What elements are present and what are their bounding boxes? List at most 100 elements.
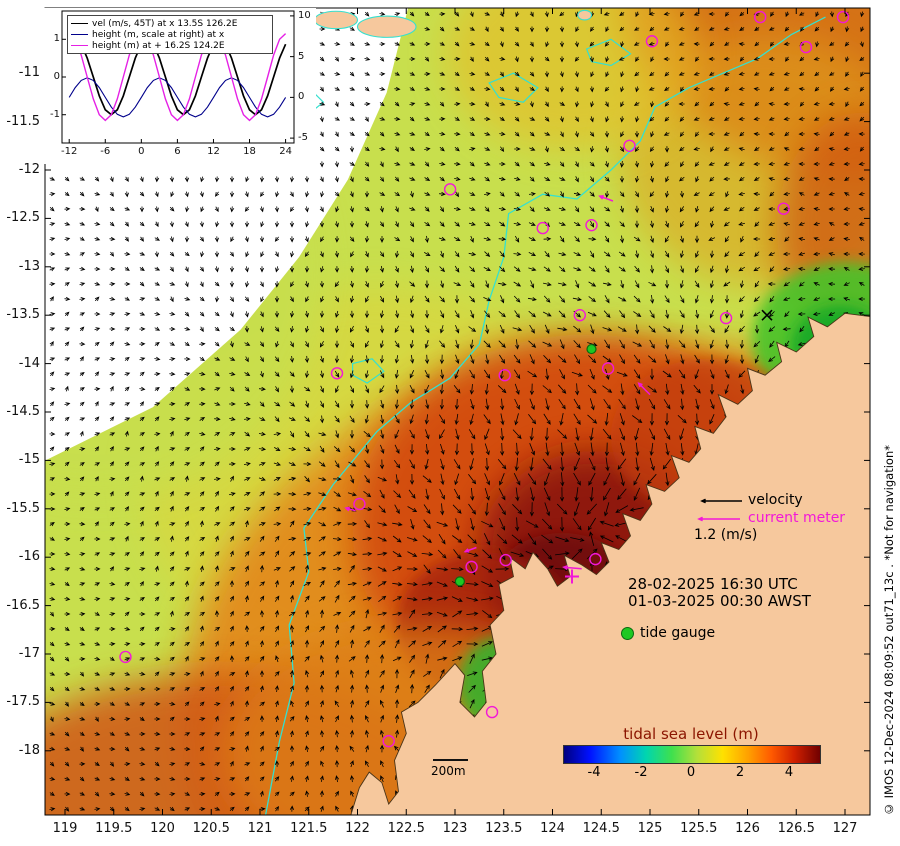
x-axis-tick-label: 124 bbox=[540, 821, 565, 836]
inset-tick-label: 0 bbox=[138, 146, 145, 157]
current-meter-marker bbox=[485, 705, 499, 719]
x-axis-tick-label: 121 bbox=[247, 821, 273, 836]
x-axis-tick-label: 122.5 bbox=[387, 821, 425, 836]
inset-legend-entry: vel (m/s, 45T) at x 13.5S 126.2E bbox=[71, 18, 269, 29]
tide-gauge-label: tide gauge bbox=[640, 625, 716, 641]
legend-arrows bbox=[697, 498, 742, 522]
inset-series-line bbox=[68, 77, 287, 118]
inset-tick-label: 1 bbox=[53, 33, 60, 45]
series-line-swatch bbox=[71, 23, 88, 24]
inset-legend-entry: height (m, scale at right) at x bbox=[71, 29, 269, 40]
x-axis-tick-label: 122 bbox=[345, 821, 370, 836]
series-line-swatch bbox=[71, 45, 88, 46]
colorbar-tick-label: 4 bbox=[784, 765, 794, 780]
current-meter-marker bbox=[330, 367, 344, 380]
current-meter-marker bbox=[119, 650, 132, 664]
depth-contour-legend-line bbox=[433, 759, 468, 761]
y-axis-tick-label: -14 bbox=[18, 355, 40, 371]
tide-gauge-dot bbox=[621, 627, 634, 640]
datetime-utc: 28-02-2025 16:30 UTC bbox=[628, 575, 798, 593]
inset-tick-label: 6 bbox=[174, 146, 181, 157]
x-axis-tick-label: 127 bbox=[832, 821, 858, 836]
inset-tick-label: -6 bbox=[100, 146, 111, 157]
velocity-legend-label: velocity bbox=[748, 492, 803, 508]
current-meter-marker bbox=[601, 362, 615, 375]
colorbar-tick-label: 0 bbox=[686, 765, 696, 780]
x-axis-tick-label: 119 bbox=[52, 821, 78, 836]
inset-tick-label: -5 bbox=[298, 132, 308, 144]
island bbox=[356, 15, 417, 38]
inset-tick-label: 10 bbox=[298, 9, 311, 21]
inset-tick-label: -1 bbox=[50, 108, 60, 120]
x-axis-tick-label: 123.5 bbox=[485, 821, 523, 836]
y-axis-tick-label: -13.5 bbox=[6, 307, 40, 323]
y-axis-tick-label: -15.5 bbox=[6, 500, 40, 516]
x-series-marker bbox=[761, 309, 773, 321]
y-axis-tick-label: -12 bbox=[18, 162, 40, 177]
colorbar-tick-label: -2 bbox=[634, 765, 648, 780]
inset-chart: vel (m/s, 45T) at x 13.5S 126.2E height … bbox=[40, 8, 316, 164]
y-axis-tick-label: -16 bbox=[18, 549, 40, 565]
x-axis-tick-label: 121.5 bbox=[290, 821, 328, 836]
current-meter-marker bbox=[777, 202, 790, 215]
x-axis-tick-label: 126.5 bbox=[777, 821, 815, 836]
current-meter-marker bbox=[645, 35, 659, 48]
x-axis-tick-label: 120.5 bbox=[192, 821, 230, 836]
y-axis-tick-label: -16.5 bbox=[6, 597, 40, 613]
series-line-swatch bbox=[71, 34, 88, 35]
inset-tick-label: 5 bbox=[298, 50, 305, 62]
inset-legend-label: vel (m/s, 45T) at x 13.5S 126.2E bbox=[92, 18, 238, 29]
x-axis-tick-label: 120 bbox=[150, 821, 175, 836]
inset-legend: vel (m/s, 45T) at x 13.5S 126.2E height … bbox=[67, 15, 273, 54]
current-meter-marker bbox=[382, 734, 395, 748]
y-axis-tick-label: -17.5 bbox=[6, 694, 40, 710]
y-axis-tick-label: -15 bbox=[18, 452, 40, 468]
plus-series-marker bbox=[565, 569, 579, 584]
x-axis-tick-label: 125.5 bbox=[680, 821, 718, 836]
current-meter-marker bbox=[499, 553, 512, 567]
inset-tick-label: 12 bbox=[207, 146, 220, 157]
current-meter-marker bbox=[719, 311, 733, 325]
depth-contour-legend-label: 200m bbox=[431, 764, 466, 778]
speed-reference-label: 1.2 (m/s) bbox=[694, 527, 758, 543]
inset-tick-label: 24 bbox=[279, 146, 292, 157]
current-meter-marker bbox=[585, 218, 598, 232]
current-meter-legend-label: current meter bbox=[748, 510, 846, 526]
y-axis-tick-label: -11 bbox=[18, 65, 40, 81]
x-axis-tick-label: 126 bbox=[735, 821, 760, 836]
colorbar bbox=[563, 745, 821, 764]
datetime-awst: 01-03-2025 00:30 AWST bbox=[628, 592, 811, 610]
y-axis-tick-label: -17 bbox=[18, 646, 40, 661]
current-meter-marker bbox=[465, 560, 478, 574]
inset-tick-label: -12 bbox=[61, 146, 78, 157]
y-axis-tick-label: -11.5 bbox=[6, 113, 40, 129]
current-meter-marker bbox=[623, 139, 636, 153]
x-axis-tick-label: 125 bbox=[637, 821, 663, 836]
station-markers bbox=[119, 10, 850, 748]
inset-tick-label: 0 bbox=[53, 71, 60, 82]
watermark-text: © IMOS 12-Dec-2024 08:09:52 out71_13c . … bbox=[882, 444, 896, 816]
current-meter-marker bbox=[443, 183, 457, 196]
inset-series-line bbox=[68, 32, 287, 122]
land-mass bbox=[350, 312, 870, 815]
current-meter-marker bbox=[753, 10, 767, 24]
colorbar-tick-label: 2 bbox=[735, 765, 745, 780]
current-meter-marker bbox=[836, 10, 850, 24]
inset-tick-label: 18 bbox=[243, 146, 256, 157]
y-axis-tick-label: -12.5 bbox=[6, 210, 40, 226]
inset-legend-entry: height (m) at + 16.2S 124.2E bbox=[71, 40, 269, 51]
current-meter-marker bbox=[589, 552, 602, 566]
y-axis-tick-label: -13 bbox=[18, 258, 40, 274]
y-axis-tick-label: -14.5 bbox=[6, 404, 40, 419]
inset-legend-label: height (m) at + 16.2S 124.2E bbox=[92, 40, 225, 51]
current-meter-marker bbox=[573, 309, 586, 322]
x-axis-tick-label: 124.5 bbox=[582, 821, 620, 836]
current-meter-marker bbox=[799, 40, 813, 54]
colorbar-title: tidal sea level (m) bbox=[623, 725, 759, 743]
island bbox=[314, 10, 359, 30]
current-meter-marker bbox=[498, 369, 511, 382]
current-meter-marker bbox=[353, 497, 366, 511]
